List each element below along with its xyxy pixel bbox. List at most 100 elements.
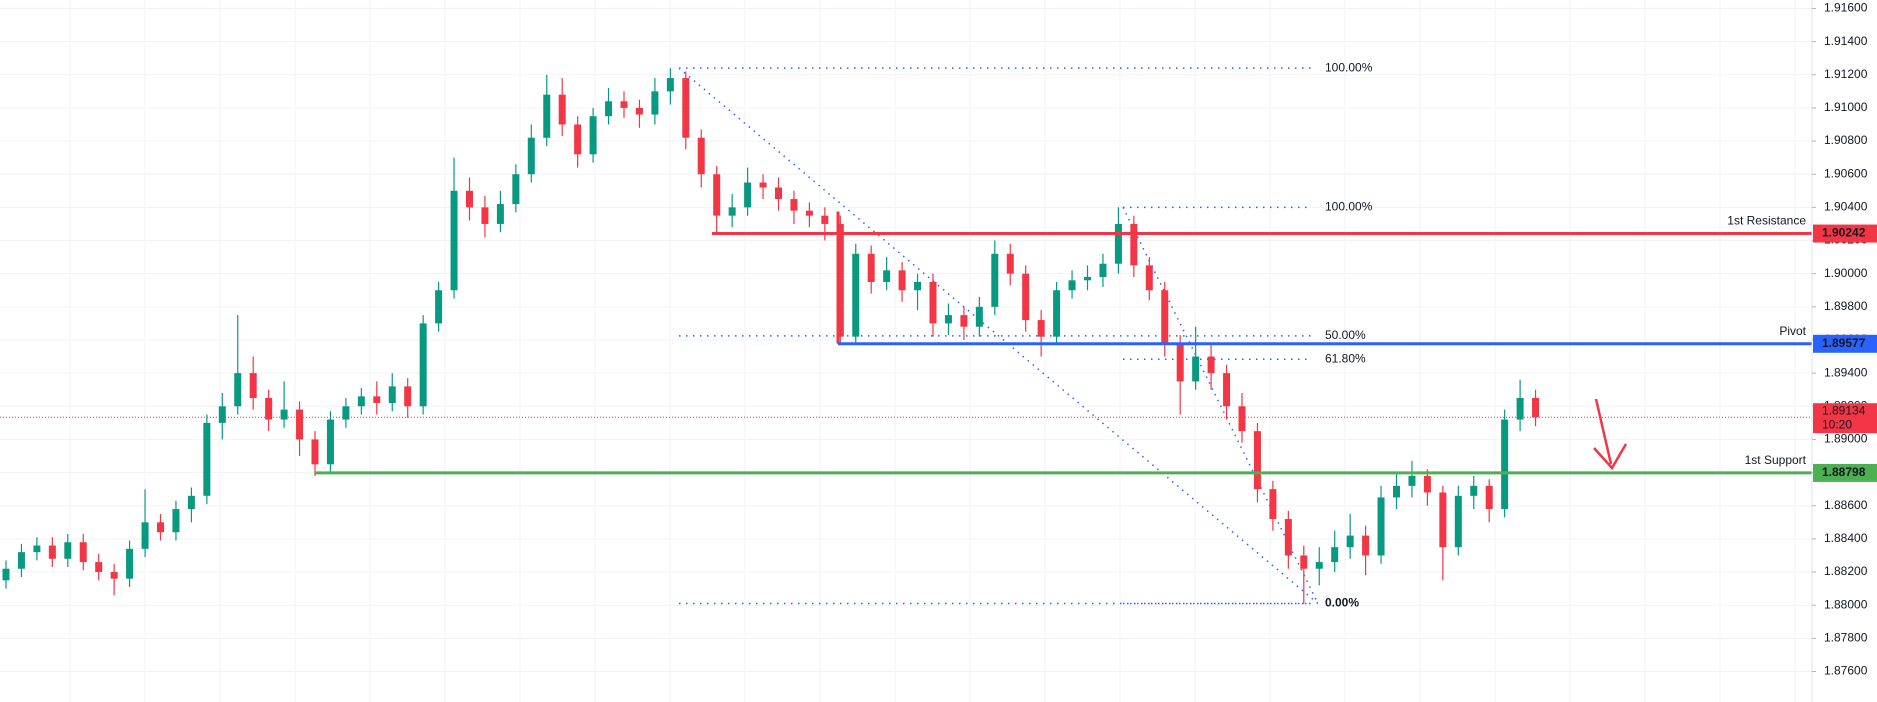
arrow-head	[1593, 443, 1628, 471]
candle-body	[975, 306, 983, 327]
candle-body	[126, 548, 134, 579]
candle-body	[1393, 485, 1400, 498]
candle-body	[1223, 373, 1231, 407]
candle-body	[1362, 535, 1370, 556]
level-badge	[1813, 334, 1877, 353]
y-tick-label: 1.91400	[1824, 34, 1868, 48]
candle-body	[1377, 497, 1385, 556]
fib-trend-line	[678, 67, 1319, 605]
candle-body	[373, 396, 381, 403]
candle-body	[527, 137, 535, 175]
candle-body	[1130, 223, 1138, 266]
candle-body	[1053, 290, 1061, 337]
candle-body	[1470, 485, 1478, 496]
y-tick-label: 1.91000	[1824, 100, 1868, 114]
candle-body	[558, 94, 566, 125]
candle-body	[1037, 320, 1045, 337]
candle-body	[388, 386, 396, 403]
candle-body	[1068, 280, 1076, 291]
candle-body	[64, 542, 72, 559]
candle-body	[620, 101, 628, 108]
y-tick-label: 1.88200	[1824, 564, 1868, 578]
candle-body	[157, 522, 164, 533]
projection-arrow	[1593, 398, 1628, 471]
level-price-label: 1.90242	[1822, 226, 1866, 240]
candle-body	[898, 270, 906, 291]
candle-body	[836, 223, 844, 337]
candle-body	[744, 182, 752, 208]
candle-body	[574, 124, 582, 155]
fib-level-label: 100.00%	[1325, 60, 1373, 74]
y-tick-label: 1.89000	[1824, 432, 1868, 446]
candle-body	[883, 270, 891, 282]
candle-body	[944, 315, 952, 324]
candle-body	[450, 190, 458, 291]
candle-body	[218, 406, 226, 423]
candle-body	[95, 562, 103, 573]
candle-body	[1253, 431, 1261, 490]
candle-body	[1238, 406, 1246, 432]
level-price-label: 1.89577	[1822, 336, 1866, 350]
candle-body	[1099, 263, 1107, 277]
price-axis: 1.87600 1.87800 1.88000 1.88200 1.88400 1.886…	[1812, 1, 1877, 678]
candle-body	[1022, 273, 1030, 321]
candle-body	[666, 78, 674, 92]
y-tick-label: 1.87600	[1824, 664, 1868, 678]
horizontal-grid	[0, 7, 1812, 672]
candle-body	[1269, 489, 1277, 519]
level-badge	[1813, 224, 1877, 243]
candle-body	[172, 509, 180, 533]
level-name: Pivot	[1779, 324, 1806, 338]
candle-body	[682, 78, 690, 138]
candle-body	[1006, 253, 1014, 274]
y-tick-label: 1.91600	[1824, 1, 1868, 15]
candle-body	[404, 386, 412, 407]
y-tick-label: 1.90600	[1824, 166, 1868, 180]
candle-body	[867, 253, 875, 282]
candle-body	[1284, 518, 1292, 556]
y-tick-label: 1.89400	[1824, 365, 1868, 379]
candle-body	[759, 182, 767, 188]
candle-body	[1145, 265, 1153, 291]
y-tick-label: 1.89800	[1824, 299, 1868, 313]
candle-body	[713, 174, 721, 216]
candle-body	[265, 397, 273, 420]
level-name: 1st Resistance	[1727, 214, 1806, 228]
candle-body	[821, 215, 829, 224]
candle-body	[234, 373, 242, 407]
candle-body	[466, 190, 473, 208]
level-badge	[1813, 463, 1877, 482]
y-tick-label: 1.87800	[1824, 631, 1868, 645]
candle-body	[512, 174, 520, 205]
y-tick-label: 1.88600	[1824, 498, 1868, 512]
countdown-label: 10:20	[1822, 417, 1852, 431]
candle-body	[311, 439, 319, 465]
candle-body	[991, 253, 999, 307]
candle-body	[110, 572, 118, 579]
current-price-label: 1.89134	[1822, 403, 1866, 417]
candle-body	[775, 187, 782, 200]
level-price-label: 1.88798	[1822, 465, 1866, 479]
candle-body	[651, 91, 659, 115]
y-tick-label: 1.90000	[1824, 266, 1868, 280]
candle-body	[203, 422, 211, 496]
candle-body	[635, 107, 643, 115]
candle-body	[342, 406, 350, 420]
candle-body	[357, 396, 365, 407]
candle-body	[1315, 562, 1323, 569]
candle-body	[1532, 397, 1540, 418]
candle-body	[296, 409, 304, 440]
candle-body	[1501, 419, 1509, 510]
candle-body	[605, 101, 613, 117]
candle-body	[280, 409, 288, 420]
candle-body	[1300, 555, 1308, 569]
candle-body	[960, 315, 968, 327]
level-name: 1st Support	[1745, 453, 1807, 467]
candle-body	[1161, 290, 1169, 344]
y-tick-label: 1.91200	[1824, 67, 1868, 81]
candle-body	[929, 281, 937, 324]
candle-body	[697, 137, 705, 175]
fib-level-label: 0.00%	[1325, 596, 1359, 610]
